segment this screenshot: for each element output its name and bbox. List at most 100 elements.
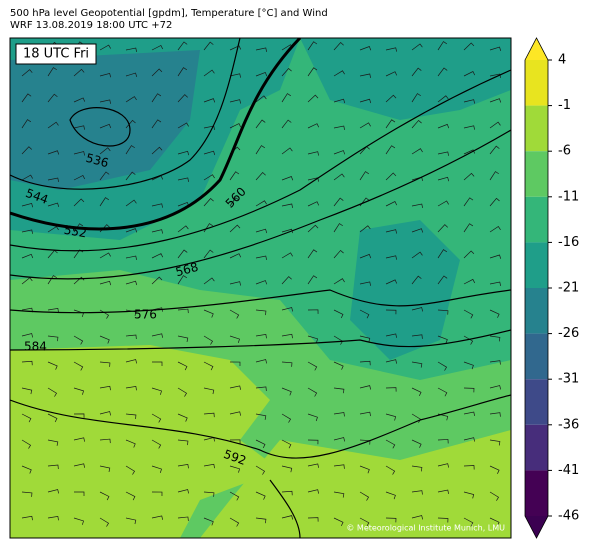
wind-barb	[47, 177, 59, 182]
wind-barb	[489, 491, 500, 501]
wind-barb	[47, 67, 57, 77]
wind-barb	[463, 387, 475, 393]
contours	[10, 38, 511, 538]
wind-barb	[73, 174, 86, 181]
wind-barb	[125, 385, 137, 391]
wind-barb	[489, 145, 500, 155]
colorbar-tick-label: -31	[558, 372, 579, 387]
wind-barb	[307, 413, 318, 422]
wind-barb	[151, 465, 162, 473]
wind-barb	[411, 275, 422, 285]
wind-barb	[385, 119, 396, 129]
wind-barb	[489, 226, 501, 233]
wind-barb	[359, 73, 371, 78]
wind-barb	[177, 463, 189, 469]
wind-barb	[21, 439, 32, 449]
wind-barb	[489, 385, 502, 390]
wind-barb	[21, 229, 33, 234]
wind-barb	[151, 203, 163, 208]
wind-barb	[281, 252, 293, 259]
wind-barb	[307, 361, 318, 371]
wind-barb	[385, 201, 398, 207]
wind-barb	[21, 307, 33, 313]
wind-barb	[73, 361, 84, 371]
wind-barb	[255, 95, 267, 103]
wind-barb	[203, 361, 214, 371]
colorbar-band	[525, 242, 548, 288]
wind-barb	[73, 249, 84, 259]
wind-barb	[125, 439, 136, 448]
wind-barb	[73, 491, 85, 496]
wind-barb	[151, 146, 163, 155]
contour-label: 552	[63, 223, 88, 241]
wind-barb	[281, 228, 294, 234]
wind-barb	[47, 439, 59, 446]
wind-barb	[203, 198, 214, 207]
wind-barb	[437, 95, 449, 103]
wind-barb	[489, 197, 500, 207]
wind-barb	[489, 281, 501, 287]
wind-barb	[281, 387, 292, 396]
wind-barb	[489, 517, 500, 527]
wind-barb	[73, 125, 85, 130]
wind-barb	[255, 71, 268, 77]
wind-barb	[21, 69, 33, 77]
wind-barb	[359, 225, 371, 233]
wind-barb	[151, 119, 162, 129]
wind-barb	[463, 491, 475, 499]
colorbar-band	[525, 333, 548, 380]
wind-barb	[437, 439, 449, 444]
wind-barb	[255, 119, 266, 129]
wind-barb	[489, 309, 500, 318]
wind-barb	[281, 413, 292, 423]
wind-barb	[411, 43, 423, 51]
wind-barb	[21, 253, 34, 259]
wind-barb	[255, 333, 267, 339]
wind-barb	[463, 197, 474, 207]
wind-barb	[463, 172, 475, 181]
wind-barb	[437, 309, 449, 315]
wind-barb	[411, 334, 423, 339]
wind-barb	[21, 202, 34, 208]
colorbar-tick-label: -26	[558, 326, 579, 341]
wind-barb	[203, 98, 216, 103]
wind-barb	[333, 309, 344, 319]
wind-barb	[255, 145, 265, 155]
wind-barb	[463, 125, 475, 130]
wind-barb	[255, 255, 267, 260]
wind-barb	[333, 278, 345, 285]
wind-barb	[255, 200, 267, 207]
wind-barb	[73, 387, 85, 395]
wind-barb	[411, 361, 423, 368]
wind-barb	[463, 437, 475, 442]
wind-barb	[411, 203, 423, 208]
wind-barb	[203, 309, 214, 318]
colorbar-tick-label: -16	[558, 235, 579, 250]
wind-barb	[333, 361, 344, 370]
subtitle-line: WRF 13.08.2019 18:00 UTC +72	[10, 20, 173, 31]
wind-barb	[177, 308, 189, 314]
wind-barb	[255, 386, 267, 391]
wind-barb	[333, 412, 345, 417]
wind-barb	[281, 465, 293, 473]
wind-barb	[73, 97, 86, 103]
wind-barb	[359, 122, 371, 129]
wind-barb	[359, 171, 369, 181]
wind-barb	[151, 491, 163, 497]
wind-barb	[489, 73, 501, 78]
wind-barb	[203, 412, 215, 418]
wind-barb	[307, 123, 320, 129]
wind-barb	[463, 223, 474, 233]
wind-barb	[307, 151, 319, 156]
wind-barb	[125, 145, 135, 155]
wind-barb	[333, 70, 345, 77]
wind-barb	[385, 172, 397, 181]
wind-barb	[463, 42, 475, 51]
colorbar-tick-label: -1	[558, 98, 571, 113]
wind-barb	[99, 309, 110, 319]
wind-barb	[125, 491, 136, 501]
wind-barb	[281, 203, 293, 208]
wind-barb	[411, 413, 422, 423]
wind-barb	[151, 68, 163, 77]
